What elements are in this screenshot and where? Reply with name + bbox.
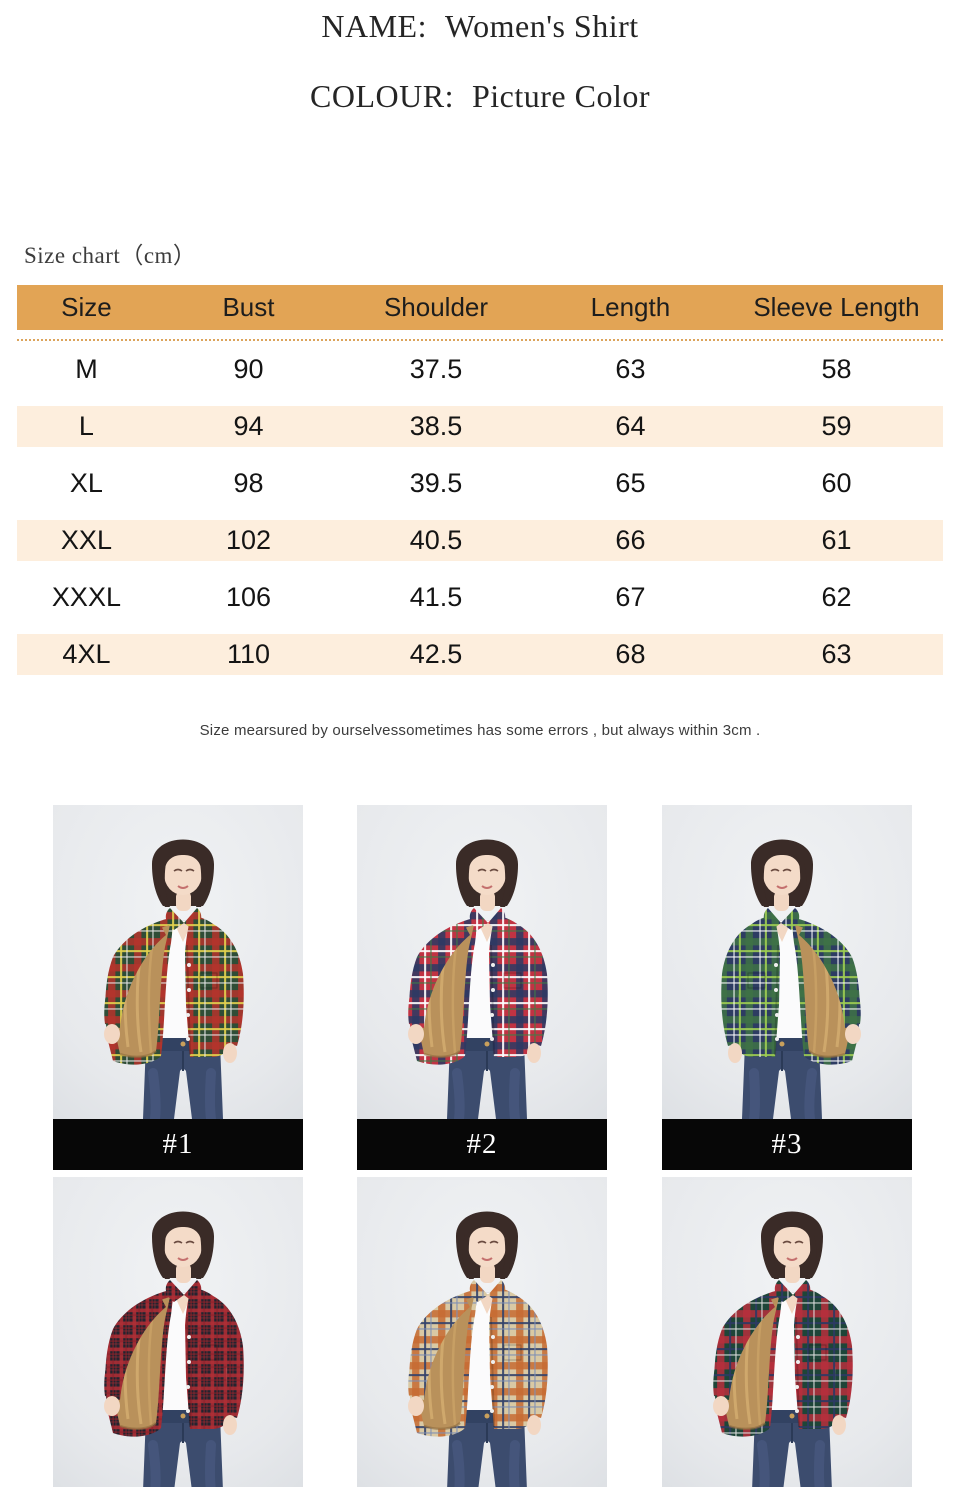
model-photo xyxy=(53,805,303,1119)
photo-gallery: #1 #2 #3 xyxy=(53,805,913,1487)
model-photo xyxy=(357,1177,607,1487)
photo-label-bar: #2 xyxy=(357,1119,607,1170)
model-photo xyxy=(662,1177,912,1487)
measurement-value: 61 xyxy=(821,525,852,555)
measurement-value: 59 xyxy=(821,411,852,441)
gallery-item-4 xyxy=(53,1177,303,1487)
measurement-value: 67 xyxy=(615,582,646,612)
name-value: Women's Shirt xyxy=(444,8,639,44)
gallery-item-1: #1 xyxy=(53,805,303,1170)
measurement-value: 66 xyxy=(615,525,646,555)
photo-label-bar: #3 xyxy=(662,1119,912,1170)
measurement-value: 37.5 xyxy=(409,354,463,384)
colour-value: Picture Color xyxy=(471,78,650,114)
product-name-line: NAME: Women's Shirt xyxy=(0,8,960,45)
colour-label: COLOUR: xyxy=(310,78,454,114)
product-colour-line: COLOUR: Picture Color xyxy=(0,78,960,115)
measurement-value: 42.5 xyxy=(409,639,463,669)
measurement-value: 102 xyxy=(225,525,272,555)
gallery-item-5 xyxy=(357,1177,607,1487)
size-label: XXL xyxy=(60,525,112,555)
model-photo xyxy=(53,1177,303,1487)
measurement-value: 98 xyxy=(233,468,264,498)
size-label: M xyxy=(75,354,98,384)
size-row-xxxl: XXXL 106 41.5 67 62 xyxy=(17,569,943,626)
size-row-xl: XL 98 39.5 65 60 xyxy=(17,455,943,512)
measurement-value: 68 xyxy=(615,639,646,669)
column-header-length: Length xyxy=(590,292,671,322)
model-photo xyxy=(662,805,912,1119)
size-chart-caption: Size chart（cm） xyxy=(24,243,197,268)
name-label: NAME: xyxy=(321,8,427,44)
gallery-item-6 xyxy=(662,1177,912,1487)
gallery-item-3: #3 xyxy=(662,805,912,1170)
size-row-4xl: 4XL 110 42.5 68 63 xyxy=(17,626,943,683)
size-chart-table: Size Bust Shoulder Length Sleeve Length M 90 3… xyxy=(17,285,943,683)
measurement-value: 65 xyxy=(615,468,646,498)
column-header-size: Size xyxy=(61,292,112,322)
photo-label: #1 xyxy=(162,1128,194,1160)
gallery-item-2: #2 xyxy=(357,805,607,1170)
size-label: 4XL xyxy=(62,639,111,669)
measurement-value: 58 xyxy=(821,354,852,384)
measurement-value: 39.5 xyxy=(409,468,463,498)
measurement-value: 40.5 xyxy=(409,525,463,555)
column-header-shoulder: Shoulder xyxy=(383,292,489,322)
measurement-value: 110 xyxy=(226,639,270,669)
photo-label: #3 xyxy=(771,1128,803,1160)
size-note: Size mearsured by ourselvessometimes has… xyxy=(199,722,761,739)
size-label: XXXL xyxy=(51,582,121,612)
photo-label: #2 xyxy=(466,1128,498,1160)
size-chart-header-row: Size Bust Shoulder Length Sleeve Length xyxy=(17,285,943,330)
model-photo xyxy=(357,805,607,1119)
dotted-divider xyxy=(17,339,943,341)
measurement-value: 62 xyxy=(821,582,852,612)
size-row-m: M 90 37.5 63 58 xyxy=(17,341,943,398)
measurement-value: 94 xyxy=(233,411,264,441)
measurement-value: 63 xyxy=(615,354,646,384)
measurement-value: 63 xyxy=(821,639,852,669)
size-label: L xyxy=(78,411,94,441)
column-header-sleeve-length: Sleeve Length xyxy=(753,292,920,322)
size-row-l: L 94 38.5 64 59 xyxy=(17,398,943,455)
size-chart-body: M 90 37.5 63 58 L 94 38.5 64 59 XL 98 39.5 65 60 XXL 102… xyxy=(17,341,943,683)
measurement-value: 90 xyxy=(233,354,264,384)
column-header-bust: Bust xyxy=(222,292,275,322)
measurement-value: 106 xyxy=(225,582,272,612)
photo-label-bar: #1 xyxy=(53,1119,303,1170)
measurement-value: 60 xyxy=(821,468,852,498)
measurement-value: 64 xyxy=(615,411,646,441)
measurement-value: 41.5 xyxy=(409,582,463,612)
size-label: XL xyxy=(69,468,103,498)
measurement-value: 38.5 xyxy=(409,411,463,441)
size-row-xxl: XXL 102 40.5 66 61 xyxy=(17,512,943,569)
